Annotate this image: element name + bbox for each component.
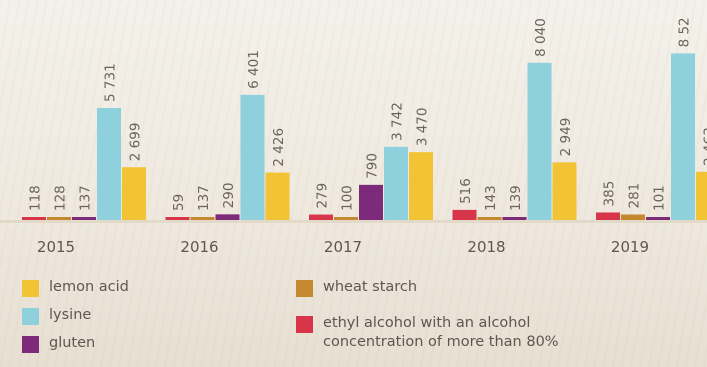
- bar-gluten-2016: [216, 214, 240, 220]
- bar-value-label: 3 742: [390, 102, 406, 141]
- bar-value-label: 118: [28, 185, 44, 211]
- legend-item-gluten: gluten: [22, 334, 95, 353]
- bar-chart: 118 128 137 5 731 2 699 2015 59 137 290 6 401 2 42…: [0, 0, 707, 272]
- x-tick-label-2018: 2018: [467, 238, 505, 256]
- bar-value-label: 143: [483, 185, 499, 211]
- bar-wheat-2015: [47, 217, 71, 220]
- bar-value-label: 3 470: [415, 108, 431, 147]
- bar-gluten-2019: [646, 217, 670, 220]
- legend-label-lysine: lysine: [49, 306, 91, 325]
- bar-group-2015: 118 128 137 5 731 2 699 2015: [22, 63, 146, 256]
- x-tick-label-2017: 2017: [324, 238, 362, 256]
- legend-swatch-gluten: [22, 336, 39, 353]
- bar-gluten-2017: [359, 185, 383, 220]
- bar-ethyl-2018: [453, 210, 477, 220]
- bar-value-label: 281: [627, 183, 643, 209]
- x-tick-label-2019: 2019: [611, 238, 649, 256]
- bar-ethyl-2017: [309, 215, 333, 220]
- bar-value-label: 290: [221, 183, 237, 209]
- baseline: [0, 220, 707, 223]
- bar-value-label: 2 699: [128, 123, 144, 162]
- bar-lemon-2015: [122, 167, 146, 220]
- x-tick-label-2015: 2015: [37, 238, 75, 256]
- bar-value-label: 8 040: [533, 18, 549, 57]
- bar-value-label: 385: [602, 181, 618, 207]
- bar-lysine-2017: [384, 147, 408, 220]
- bar-wheat-2018: [478, 217, 502, 220]
- bar-value-label: 5 731: [102, 63, 118, 102]
- bar-gluten-2018: [503, 217, 527, 220]
- bar-value-label: 2 949: [558, 118, 574, 157]
- bar-lysine-2019: [671, 53, 695, 220]
- bar-value-label: 516: [458, 178, 474, 204]
- bar-value-label: 137: [78, 185, 94, 211]
- bar-lemon-2017: [409, 152, 433, 220]
- legend-label-lemon-acid: lemon acid: [49, 278, 129, 297]
- bar-value-label: 100: [340, 185, 356, 211]
- legend-swatch-ethyl-alcohol: [296, 316, 313, 333]
- bar-value-label: 6 401: [246, 50, 262, 89]
- bar-value-label: 8 52: [677, 17, 693, 47]
- bar-group-2017: 279 100 790 3 742 3 470 2017: [309, 102, 433, 256]
- bar-value-label: 279: [315, 183, 331, 209]
- bar-lysine-2018: [528, 63, 552, 220]
- legend-swatch-lemon-acid: [22, 280, 39, 297]
- bar-wheat-2017: [334, 217, 358, 220]
- bar-value-label: 137: [196, 185, 212, 211]
- bar-wheat-2019: [621, 215, 645, 220]
- bar-lysine-2015: [97, 108, 121, 220]
- bar-wheat-2016: [191, 217, 215, 220]
- legend-item-wheat-starch: wheat starch: [296, 278, 417, 297]
- bar-lemon-2019: [696, 172, 707, 220]
- bar-value-label: 101: [652, 185, 668, 211]
- bar-value-label: 59: [171, 194, 187, 211]
- legend-swatch-lysine: [22, 308, 39, 325]
- bar-gluten-2015: [72, 217, 96, 220]
- bar-ethyl-2015: [22, 217, 46, 220]
- x-tick-label-2016: 2016: [180, 238, 218, 256]
- bar-ethyl-2016: [166, 217, 190, 220]
- bar-value-label: 2 463: [702, 127, 707, 166]
- bar-value-label: 2 426: [271, 128, 287, 167]
- bar-lysine-2016: [241, 95, 265, 220]
- bar-group-2016: 59 137 290 6 401 2 426 2016: [166, 50, 290, 256]
- bar-ethyl-2019: [596, 212, 620, 220]
- bar-lemon-2016: [266, 173, 290, 220]
- legend-label-ethyl-alcohol: ethyl alcohol with an alcohol concentrat…: [323, 314, 626, 352]
- legend-item-lysine: lysine: [22, 306, 91, 325]
- bar-value-label: 139: [508, 185, 524, 211]
- legend-item-ethyl-alcohol: ethyl alcohol with an alcohol concentrat…: [296, 314, 626, 352]
- legend: lemon acid lysine gluten wheat starch et…: [0, 272, 707, 367]
- legend-label-gluten: gluten: [49, 334, 95, 353]
- legend-item-lemon-acid: lemon acid: [22, 278, 129, 297]
- legend-swatch-wheat-starch: [296, 280, 313, 297]
- legend-label-wheat-starch: wheat starch: [323, 278, 417, 297]
- bar-value-label: 128: [53, 185, 69, 211]
- bar-value-label: 790: [365, 153, 381, 179]
- bar-lemon-2018: [553, 162, 577, 220]
